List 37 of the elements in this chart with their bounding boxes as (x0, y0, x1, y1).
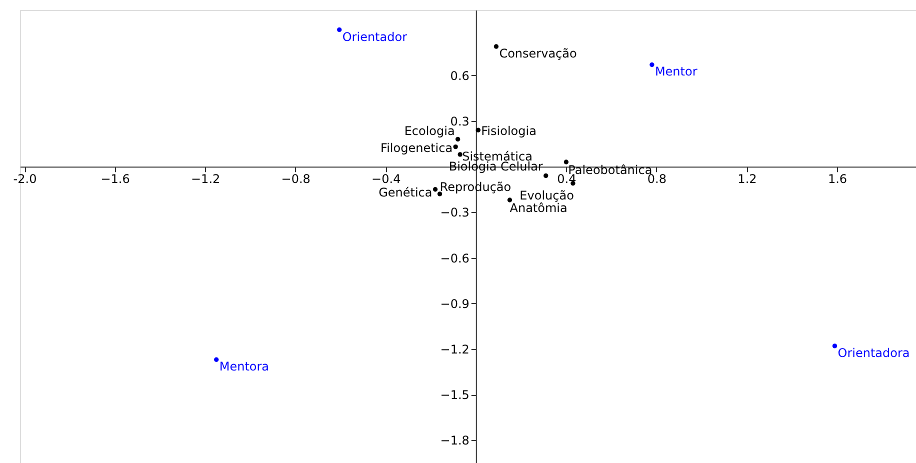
annotation: Genética (378, 185, 432, 200)
y-tick-label: −0.9 (440, 296, 470, 311)
point (507, 198, 512, 202)
x-tick-label: −0.4 (372, 172, 401, 186)
point (453, 144, 458, 150)
annotation: Anatômia (510, 201, 568, 216)
y-tick-label: −0.6 (440, 251, 470, 266)
point (456, 136, 460, 142)
annotation: Mentora (219, 360, 270, 374)
x-tick-label: 1.6 (828, 172, 848, 186)
point (458, 152, 462, 157)
annotation: Filogenetica (380, 140, 453, 155)
annotation: Orientadora (838, 346, 910, 360)
x-tick-label: −0.8 (281, 172, 310, 186)
point (476, 128, 480, 132)
y-tick-label: −1.8 (440, 434, 470, 448)
y-tick-label: 0.6 (450, 68, 470, 83)
point (832, 344, 838, 348)
x-tick-label: −1.6 (100, 172, 130, 186)
point (214, 357, 219, 362)
annotation: Orientador (342, 30, 408, 44)
annotation: Conservação (499, 46, 577, 60)
point (432, 187, 438, 192)
y-tick-label: −1.2 (440, 342, 470, 356)
y-tick-label: −1.5 (440, 388, 470, 402)
x-tick-label: 1.2 (738, 172, 757, 186)
point (544, 173, 548, 178)
y-tick-label: −0.3 (440, 206, 470, 220)
point (494, 44, 499, 49)
point (337, 27, 342, 32)
x-tick-label: −1.2 (191, 172, 220, 186)
point (650, 62, 654, 68)
x-tick-label: -2.0 (13, 172, 37, 186)
annotation: Evolução (520, 188, 574, 202)
annotation: Mentor (654, 64, 698, 79)
annotation: Fisiologia (481, 124, 536, 138)
point (564, 160, 569, 164)
